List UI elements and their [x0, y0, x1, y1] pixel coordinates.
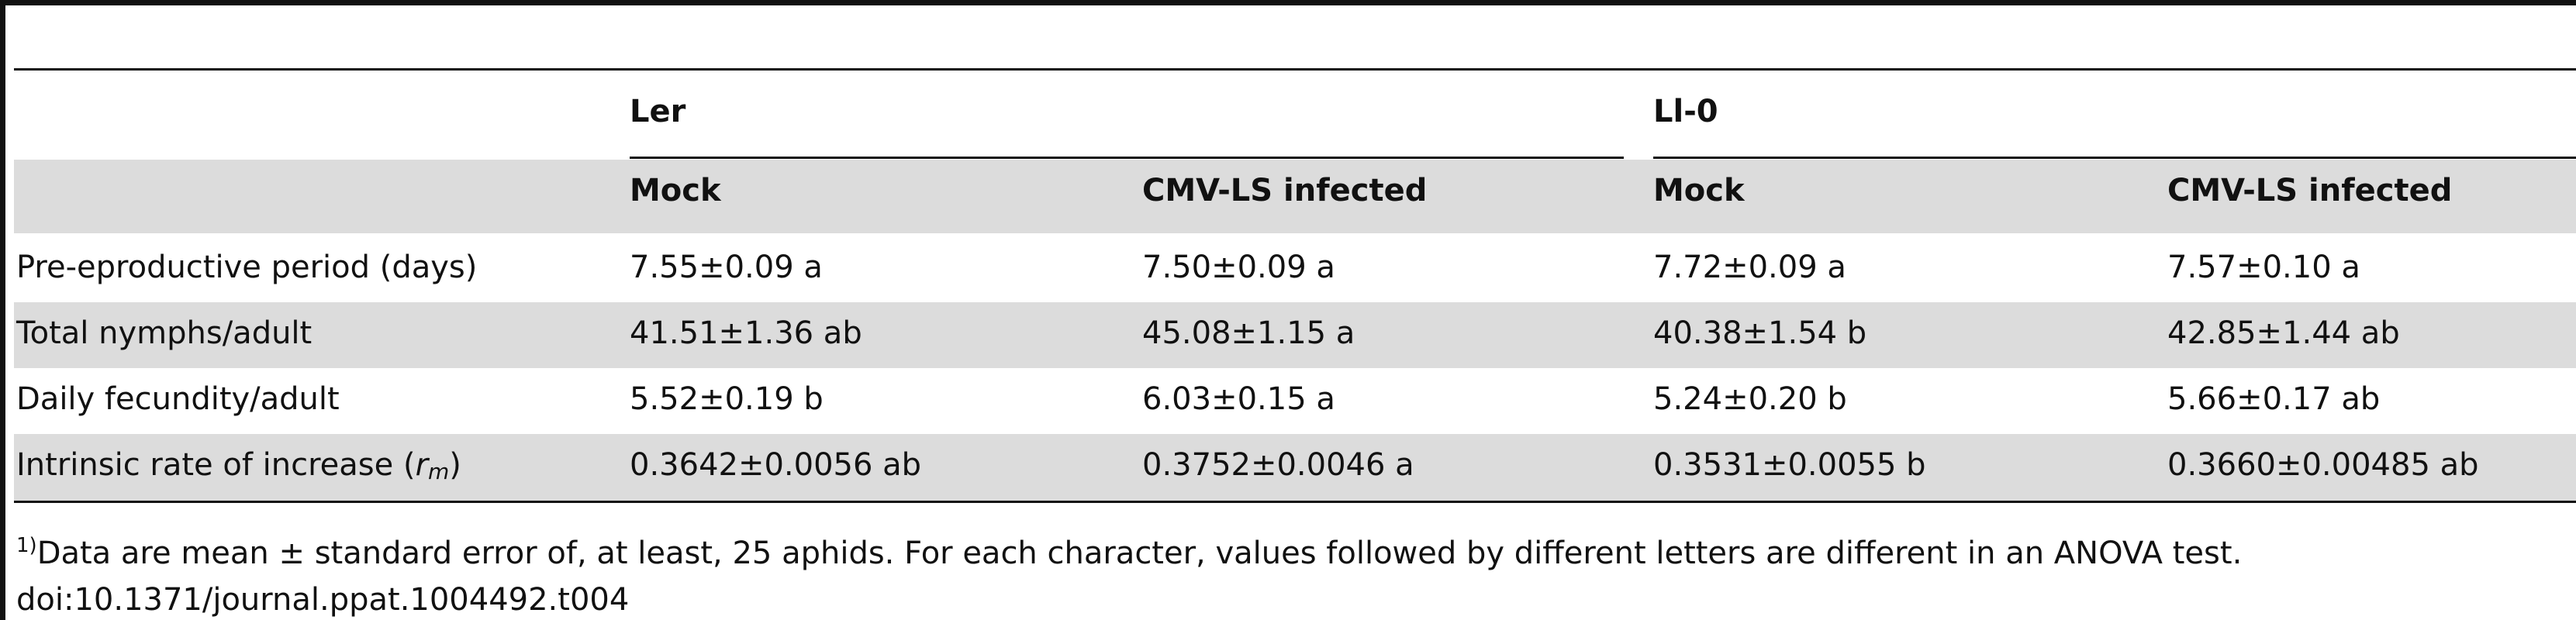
column-header: Mock: [630, 173, 722, 208]
group-rule: [630, 157, 1624, 159]
column-header: CMV-LS infected: [1142, 173, 1427, 208]
table-cell: 40.38±1.54 b: [1653, 315, 1866, 351]
subheader-band: [14, 160, 2576, 233]
bottom-rule: [14, 501, 2576, 503]
row-label-text: Intrinsic rate of increase (: [16, 447, 416, 483]
column-header: Mock: [1653, 173, 1746, 208]
row-label: Pre-eproductive period (days): [16, 250, 477, 285]
table-cell: 7.57±0.10 a: [2167, 250, 2360, 285]
row-label-text: Pre-eproductive period (days): [16, 250, 477, 285]
row-label-end: ): [449, 447, 461, 483]
table-cell: 42.85±1.44 ab: [2167, 315, 2400, 351]
row-label-sub: m: [428, 459, 449, 484]
group-header: Ler: [630, 94, 686, 129]
table-cell: 7.55±0.09 a: [630, 250, 823, 285]
group-header: Ll-0: [1653, 94, 1718, 129]
table-cell: 0.3531±0.0055 b: [1653, 447, 1926, 483]
footnote: 1)Data are mean ± standard error of, at …: [16, 534, 2242, 572]
row-band: [14, 302, 2576, 368]
footnote-mark: 1): [16, 534, 37, 557]
table-cell: 5.52±0.19 b: [630, 381, 824, 417]
row-label-italic: r: [416, 447, 430, 483]
row-label: Total nymphs/adult: [16, 315, 312, 351]
table-cell: 7.72±0.09 a: [1653, 250, 1846, 285]
column-header: CMV-LS infected: [2167, 173, 2452, 208]
row-label: Daily fecundity/adult: [16, 381, 340, 417]
left-rule: [0, 0, 5, 620]
top-rule: [0, 0, 2576, 5]
row-label-text: Total nymphs/adult: [16, 315, 312, 351]
group-rule: [1653, 157, 2576, 159]
doi: doi:10.1371/journal.ppat.1004492.t004: [16, 582, 629, 618]
table-cell: 6.03±0.15 a: [1142, 381, 1335, 417]
table-cell: 45.08±1.15 a: [1142, 315, 1355, 351]
table-cell: 0.3752±0.0046 a: [1142, 447, 1414, 483]
row-label-text: Daily fecundity/adult: [16, 381, 340, 417]
row-label: Intrinsic rate of increase (rm): [16, 447, 461, 484]
table-cell: 0.3660±0.00485 ab: [2167, 447, 2479, 483]
footnote-text: Data are mean ± standard error of, at le…: [37, 536, 2243, 571]
row-band: [14, 434, 2576, 501]
table-cell: 7.50±0.09 a: [1142, 250, 1335, 285]
table-cell: 41.51±1.36 ab: [630, 315, 862, 351]
table-cell: 5.66±0.17 ab: [2167, 381, 2380, 417]
table-cell: 5.24±0.20 b: [1653, 381, 1847, 417]
table-cell: 0.3642±0.0056 ab: [630, 447, 921, 483]
header-rule: [14, 68, 2576, 71]
